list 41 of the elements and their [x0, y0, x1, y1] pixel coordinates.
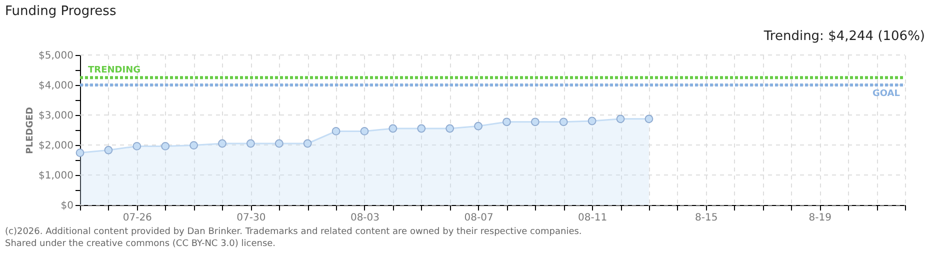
y-tick-label: $1,000 — [38, 170, 74, 182]
point — [616, 114, 625, 124]
y-tick-label: $3,000 — [38, 110, 74, 122]
point — [274, 139, 284, 148]
x-tick-label: 07-26 — [122, 212, 152, 224]
point — [132, 142, 142, 150]
ref-line-label: GOAL — [872, 89, 900, 99]
chart-title: Funding Progress — [5, 4, 116, 19]
point — [474, 122, 482, 130]
x-tick-label: 8-15 — [695, 212, 718, 224]
point — [104, 146, 113, 154]
point — [530, 118, 540, 126]
point — [360, 127, 369, 136]
x-tick-label: 08-07 — [464, 212, 494, 224]
point — [588, 116, 596, 126]
point — [502, 118, 511, 126]
point — [218, 139, 226, 148]
point — [446, 124, 454, 133]
x-tick-label: 07-30 — [236, 212, 266, 224]
x-tick-label: 08-03 — [350, 212, 380, 224]
y-tick-label: $4,000 — [38, 80, 74, 92]
point — [246, 139, 255, 148]
point — [644, 114, 654, 124]
x-tick-label: 08-11 — [578, 212, 608, 224]
y-tick-label: $2,000 — [38, 140, 74, 152]
point — [190, 141, 198, 150]
text: Shared under the creative commons (CC BY-NC 3.0) license. — [5, 239, 276, 249]
ref-line-label: TRENDING — [88, 66, 140, 76]
point — [559, 118, 568, 126]
y-axis-title: PLEDGED — [26, 107, 36, 154]
text: Trending: $4,244 (106%) — [762, 29, 925, 44]
point — [76, 148, 84, 157]
y-tick-label: $0 — [60, 200, 74, 212]
y-tick-label: $5,000 — [38, 50, 74, 62]
point — [161, 142, 170, 150]
point — [417, 124, 426, 133]
point — [303, 139, 312, 148]
point — [332, 127, 340, 136]
text: (c)2026. Additional content provided by Dan Brinker. Trademarks and related content are owned by their respective companies. — [5, 227, 582, 237]
x-tick-label: 8-19 — [808, 212, 832, 224]
point — [388, 124, 398, 133]
